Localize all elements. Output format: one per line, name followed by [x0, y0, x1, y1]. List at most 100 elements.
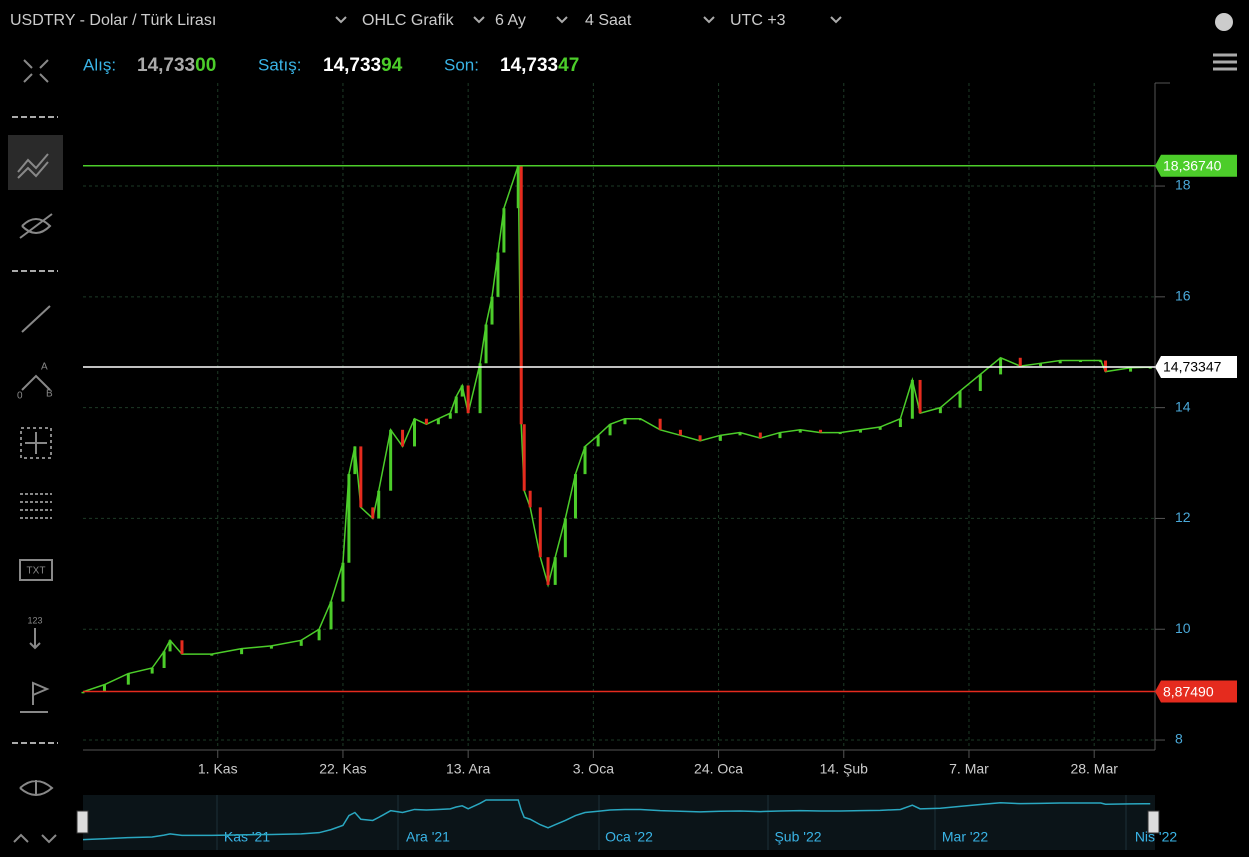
candle: [678, 429, 682, 436]
candle: [522, 424, 526, 491]
candle: [608, 424, 612, 436]
menu-icon[interactable]: [1213, 53, 1237, 71]
candle: [858, 429, 862, 433]
candle: [938, 407, 942, 414]
measure-cross: [25, 432, 47, 454]
candle: [978, 374, 982, 392]
bid-main: 14,733: [137, 55, 195, 76]
candle: [1039, 363, 1043, 367]
candle: [102, 684, 106, 692]
chevrons: [335, 16, 842, 24]
fib-icon[interactable]: [20, 493, 52, 519]
candle: [1129, 367, 1133, 372]
price-tag-label: 18,36740: [1163, 157, 1222, 173]
candle: [424, 418, 428, 425]
quote: Alış: 14,73300 Satış: 14,73394 Son: 14,7…: [83, 55, 579, 76]
line-icon[interactable]: [21, 305, 51, 333]
bid-value: 14,73300: [137, 55, 216, 76]
candle: [516, 165, 520, 209]
candle: [168, 640, 172, 652]
candle: [269, 645, 273, 649]
candle: [150, 668, 154, 674]
candle: [353, 446, 357, 475]
menu[interactable]: OHLC Grafik: [362, 12, 455, 29]
navigator-handle[interactable]: [1147, 810, 1160, 834]
menu[interactable]: UTC +3: [730, 12, 786, 29]
candle: [698, 435, 702, 441]
icon-label: A: [41, 362, 48, 373]
price-tag-label: 8,87490: [1163, 683, 1214, 699]
candle: [573, 474, 577, 519]
candle: [546, 557, 550, 585]
candle: [412, 418, 416, 447]
candle: [389, 429, 393, 491]
candle: [377, 490, 381, 519]
pattern-icon[interactable]: [21, 374, 51, 391]
candle: [623, 418, 627, 425]
navigator-handle[interactable]: [76, 810, 89, 834]
candle: [454, 396, 458, 414]
bid-tail: 00: [195, 55, 216, 76]
candle: [240, 648, 244, 655]
flag-icon[interactable]: [20, 681, 50, 713]
fullscreen-icon[interactable]: [23, 59, 49, 83]
candle: [126, 673, 130, 685]
candle: [1018, 357, 1022, 367]
navigator-label: Ara '21: [406, 829, 450, 845]
help-icon[interactable]: [1215, 13, 1233, 31]
candle: [347, 474, 351, 563]
candle: [718, 435, 722, 441]
x-tick-label: 1. Kas: [198, 761, 238, 777]
active-tool[interactable]: [8, 135, 63, 190]
candle: [878, 427, 882, 430]
bid-label: Alış:: [83, 55, 116, 74]
toolbar: A 0 B TXT 123: [8, 59, 63, 844]
candle: [778, 432, 782, 439]
candle: [329, 601, 333, 630]
candle: [1078, 360, 1082, 363]
last-main: 14,733: [500, 55, 558, 76]
y-tick-label: 12: [1175, 509, 1191, 525]
number-icon[interactable]: [29, 628, 41, 650]
separators: [12, 116, 58, 744]
menu[interactable]: 6 Ay: [495, 12, 526, 29]
navigator-line: [82, 799, 1151, 841]
candle: [359, 446, 363, 508]
x-tick-label: 14. Şub: [820, 761, 868, 777]
menu[interactable]: 4 Saat: [585, 12, 632, 29]
x-tick-label: 13. Ara: [446, 761, 491, 777]
navigator-label: Kas '21: [224, 829, 270, 845]
candle: [563, 518, 567, 558]
collapse-icons[interactable]: [13, 833, 57, 844]
price-tag: [1155, 154, 1237, 177]
navigator-label: Oca '22: [605, 829, 653, 845]
y-tick-label: 10: [1175, 620, 1191, 636]
x-tick-label: 3. Oca: [573, 761, 614, 777]
text-icon[interactable]: [19, 559, 53, 581]
candle: [466, 385, 470, 414]
y-tick-label: 16: [1175, 288, 1191, 304]
navigator-label: Nis '22: [1135, 829, 1178, 845]
candle: [658, 418, 662, 430]
candle: [460, 385, 464, 397]
indicator-icon[interactable]: [17, 153, 49, 179]
eye-icon[interactable]: [19, 780, 54, 796]
ask-tail: 94: [381, 55, 403, 76]
candle: [583, 446, 587, 475]
candle: [371, 507, 375, 519]
measure-icon[interactable]: [20, 427, 52, 459]
hide-icon[interactable]: [19, 213, 53, 239]
candle: [502, 208, 506, 253]
y-tick-label: 18: [1175, 177, 1191, 193]
candle: [490, 296, 494, 325]
icon-label: B: [46, 389, 53, 400]
menus: OHLC Grafik 6 Ay 4 Saat UTC +3: [335, 12, 842, 29]
candle: [1099, 360, 1103, 363]
candle: [519, 165, 523, 425]
candle: [819, 429, 823, 433]
candle: [638, 418, 642, 421]
symbol-title: USDTRY - Dolar / Türk Lirası: [10, 12, 216, 29]
candle: [898, 418, 902, 428]
